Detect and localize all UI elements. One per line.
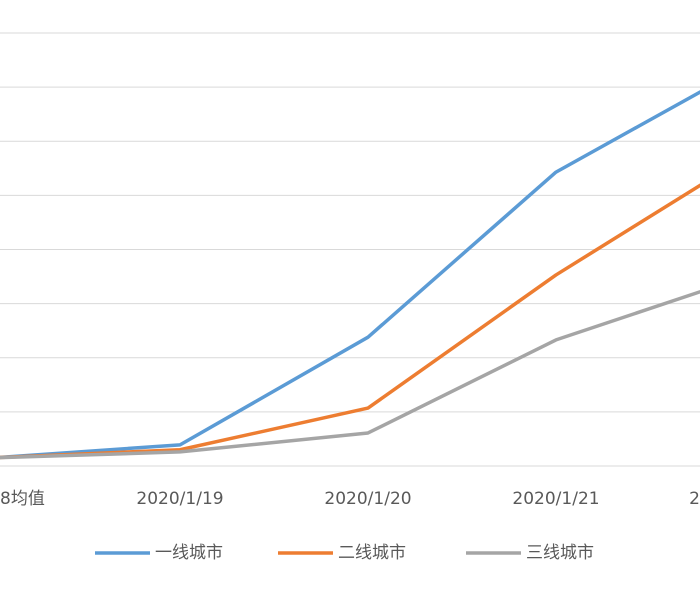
series-line [0,183,700,460]
x-tick-label: 2020/1/21 [512,489,599,509]
legend-label: 二线城市 [338,543,406,563]
series-line [0,289,700,460]
legend-label: 三线城市 [526,543,594,563]
x-tick-label: 2 [689,489,700,509]
x-tick-label: 2020/1/19 [136,489,223,509]
legend-label: 一线城市 [155,543,223,563]
series-line [0,90,700,460]
x-tick-label: 2020/1/20 [324,489,411,509]
x-tick-label: 8均值 [0,489,45,509]
